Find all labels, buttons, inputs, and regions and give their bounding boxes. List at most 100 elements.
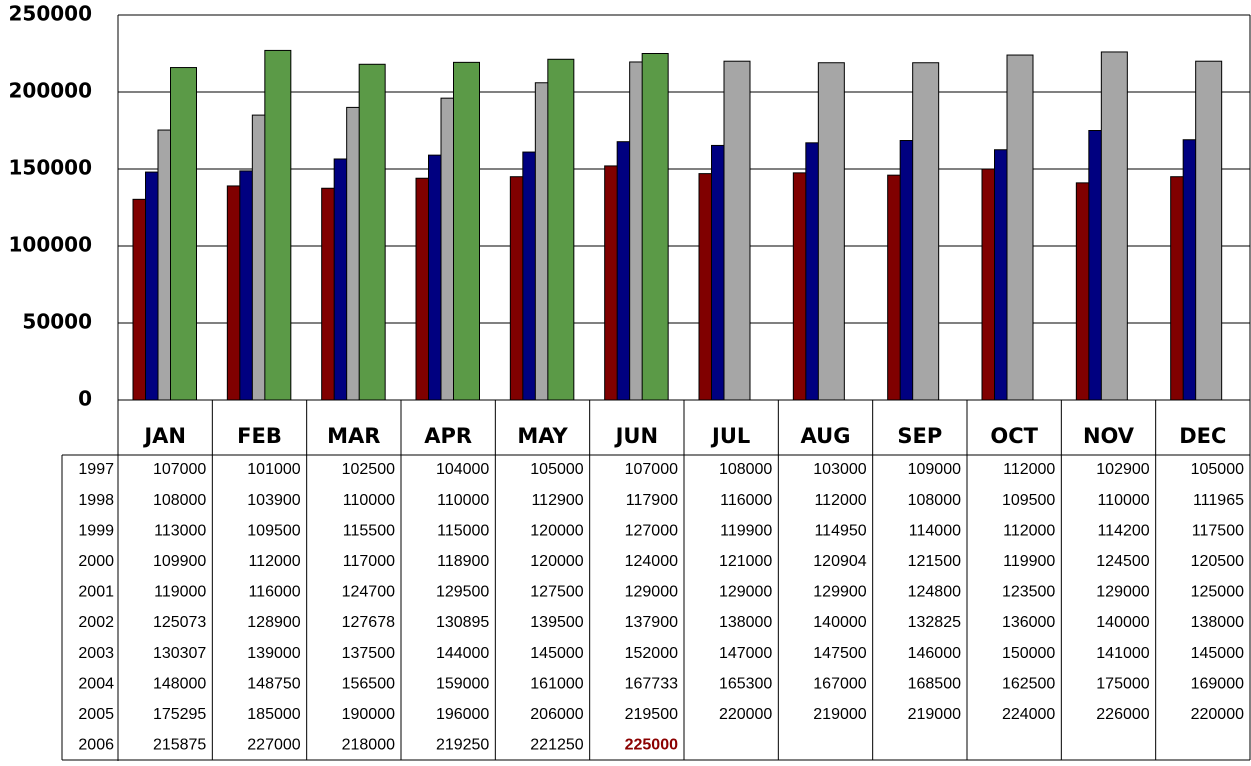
table-cell: 102500	[342, 461, 395, 478]
table-cell: 168500	[908, 675, 961, 692]
series-name: 2003	[78, 645, 114, 662]
table-cell: 161000	[530, 675, 583, 692]
table-cell: 112000	[814, 492, 866, 509]
table-cell: 105000	[530, 461, 583, 478]
table-cell: 132825	[908, 614, 961, 631]
bar	[1100, 51, 1128, 401]
table-cell: 120500	[1191, 553, 1244, 570]
series-name: 1998	[78, 492, 114, 509]
bar	[723, 60, 751, 401]
table-cell: 152000	[625, 645, 678, 662]
table-cell: 117900	[626, 492, 678, 509]
table-cell: 215875	[153, 737, 206, 754]
x-tick-label: APR	[424, 424, 472, 448]
table-cell: 227000	[247, 737, 300, 754]
table-cell: 129500	[436, 584, 489, 601]
bar	[1195, 60, 1223, 401]
table-cell: 136000	[1002, 614, 1055, 631]
table-cell: 159000	[436, 675, 489, 692]
table-cell: 167000	[813, 675, 866, 692]
table-cell: 165300	[719, 675, 772, 692]
x-tick-label: AUG	[801, 424, 851, 448]
table-cell: 110000	[1097, 492, 1149, 509]
table-cell: 221250	[530, 737, 583, 754]
table-cell: 127678	[342, 614, 395, 631]
table-cell: 108000	[153, 492, 206, 509]
table-cell: 115500	[343, 522, 395, 539]
table-cell: 101000	[247, 461, 300, 478]
bar	[817, 62, 845, 401]
x-tick-label: OCT	[990, 424, 1038, 448]
table-cell: 116000	[248, 584, 300, 601]
table-cell: 119000	[154, 584, 206, 601]
table-cell: 113000	[154, 522, 206, 539]
table-cell: 117500	[1192, 522, 1244, 539]
table-cell: 141000	[1096, 645, 1149, 662]
table-cell: 129000	[625, 584, 678, 601]
bar	[264, 49, 292, 401]
table-cell: 224000	[1002, 706, 1055, 723]
table-cell: 169000	[1191, 675, 1244, 692]
table-cell: 206000	[530, 706, 583, 723]
table-cell: 147000	[719, 645, 772, 662]
table-cell: 107000	[153, 461, 206, 478]
bar	[1006, 54, 1034, 401]
table-cell: 107000	[625, 461, 678, 478]
table-cell: 120000	[530, 553, 583, 570]
bar	[547, 58, 575, 401]
table-cell: 123500	[1002, 584, 1055, 601]
y-tick-label: 0	[78, 387, 92, 411]
table-cell: 114000	[909, 522, 961, 539]
bar	[358, 63, 386, 401]
table-cell: 196000	[436, 706, 489, 723]
table-cell: 125000	[1191, 584, 1244, 601]
table-cell: 219250	[436, 737, 489, 754]
table-cell: 138000	[1191, 614, 1244, 631]
x-tick-label: NOV	[1083, 424, 1135, 448]
table-cell: 127000	[625, 522, 678, 539]
table-cell: 129900	[813, 584, 866, 601]
series-name: 2000	[78, 553, 114, 570]
table-cell: 115000	[437, 522, 489, 539]
y-tick-label: 200000	[9, 79, 93, 103]
table-cell: 108000	[719, 461, 772, 478]
series-name: 1997	[78, 461, 114, 478]
table-cell: 220000	[1191, 706, 1244, 723]
bar	[170, 67, 197, 401]
series-name: 2001	[78, 584, 114, 601]
bar	[641, 53, 669, 401]
x-tick-label: DEC	[1179, 424, 1226, 448]
table-cell: 127500	[530, 584, 583, 601]
table-cell: 118900	[437, 553, 489, 570]
table-cell: 120000	[530, 522, 583, 539]
table-cell: 225000	[625, 737, 678, 754]
table-cell: 144000	[436, 645, 489, 662]
x-tick-label: MAY	[517, 424, 568, 448]
table-cell: 162500	[1002, 675, 1055, 692]
table-cell: 185000	[247, 706, 300, 723]
table-cell: 124000	[625, 553, 678, 570]
table-cell: 146000	[908, 645, 961, 662]
table-cell: 175295	[153, 706, 206, 723]
bar	[912, 62, 940, 401]
table-cell: 112000	[1003, 461, 1055, 478]
table-cell: 121500	[908, 553, 961, 570]
table-cell: 129000	[1096, 584, 1149, 601]
table-cell: 114950	[814, 522, 866, 539]
table-cell: 138000	[719, 614, 772, 631]
x-tick-label: SEP	[897, 424, 942, 448]
table-cell: 124800	[908, 584, 961, 601]
table-cell: 137500	[342, 645, 395, 662]
table-cell: 130895	[436, 614, 489, 631]
table-cell: 139000	[247, 645, 300, 662]
table-cell: 219500	[625, 706, 678, 723]
table-cell: 102900	[1096, 461, 1149, 478]
table-cell: 111965	[1193, 492, 1244, 509]
table-cell: 108000	[908, 492, 961, 509]
table-cell: 109500	[247, 522, 300, 539]
y-tick-label: 100000	[9, 233, 93, 257]
table-cell: 190000	[342, 706, 395, 723]
table-cell: 145000	[1191, 645, 1244, 662]
table-cell: 139500	[530, 614, 583, 631]
